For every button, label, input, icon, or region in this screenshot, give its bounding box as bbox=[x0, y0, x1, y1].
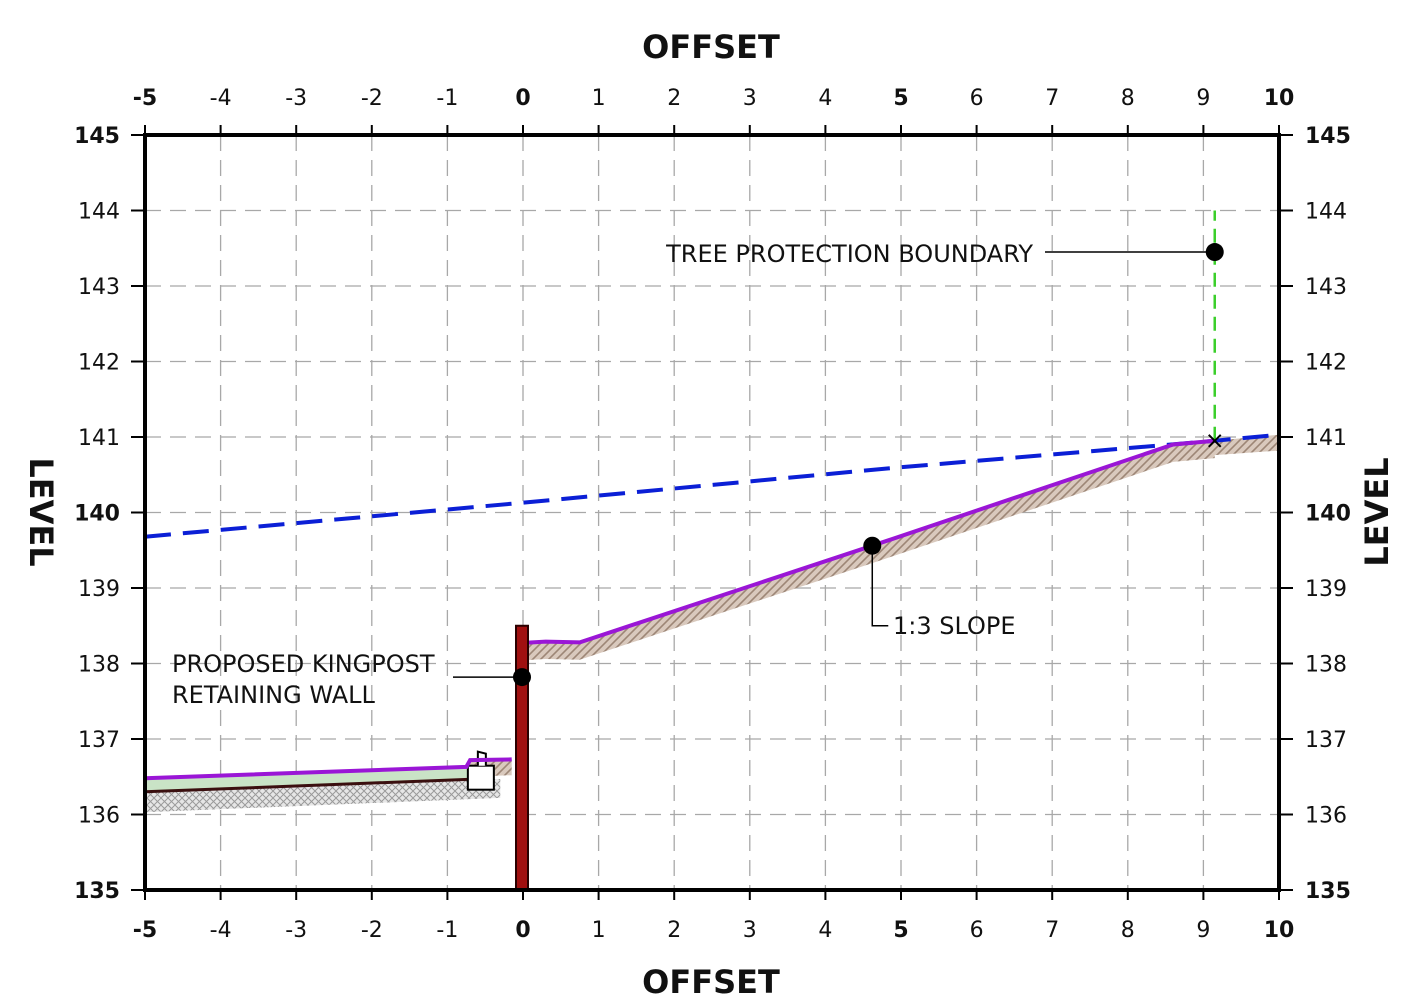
tree-protection-label: TREE PROTECTION BOUNDARY bbox=[665, 240, 1033, 268]
y-tick-label-left: 144 bbox=[78, 200, 120, 225]
grid-lines bbox=[145, 135, 1279, 890]
y-tick-label-right: 136 bbox=[1305, 804, 1347, 829]
y-axis-title-right: LEVEL bbox=[1358, 457, 1396, 566]
x-tick-label-bottom: 9 bbox=[1196, 918, 1210, 943]
x-tick-label-top: 5 bbox=[893, 86, 908, 111]
x-tick-label-top: 1 bbox=[592, 86, 606, 111]
x-tick-label-top: 8 bbox=[1121, 86, 1135, 111]
x-tick-label-top: 2 bbox=[667, 86, 681, 111]
x-tick-label-top: 4 bbox=[818, 86, 832, 111]
slope-dot bbox=[863, 536, 882, 555]
x-tick-label-top: -1 bbox=[436, 86, 458, 111]
x-tick-label-bottom: 4 bbox=[818, 918, 832, 943]
x-tick-label-top: 3 bbox=[743, 86, 757, 111]
x-tick-label-bottom: -5 bbox=[133, 918, 157, 943]
y-tick-label-right: 145 bbox=[1305, 124, 1351, 149]
ground-layers bbox=[144, 434, 1279, 813]
tick-labels: -5 -5 -4 -4 -3 -3 -2 -2 -1 -1 0 0 1 1 2 2 3 3 4 4 5 5 6 6 7 7 8 8 9 9… bbox=[74, 86, 1351, 943]
x-tick-label-top: 10 bbox=[1264, 86, 1295, 111]
grass-fill bbox=[145, 766, 478, 792]
formation-line bbox=[144, 777, 478, 794]
existing-ground-line bbox=[144, 432, 1280, 539]
x-axis-title-bottom: OFFSET bbox=[642, 963, 780, 1001]
y-tick-label-right: 143 bbox=[1305, 275, 1347, 300]
annotation-leaders bbox=[453, 243, 1224, 687]
y-axis-title-left: LEVEL bbox=[22, 457, 60, 566]
proposed-profile-lower bbox=[144, 757, 512, 781]
x-tick-label-top: -5 bbox=[133, 86, 157, 111]
x-tick-label-top: 6 bbox=[970, 86, 984, 111]
proposed-profile-upper bbox=[519, 438, 1215, 646]
y-tick-label-right: 137 bbox=[1305, 728, 1347, 753]
x-tick-label-bottom: 10 bbox=[1264, 918, 1295, 943]
x-tick-label-top: -3 bbox=[285, 86, 307, 111]
y-tick-label-left: 138 bbox=[78, 653, 120, 678]
section-lines bbox=[144, 210, 1280, 891]
y-tick-label-right: 144 bbox=[1305, 200, 1347, 225]
y-tick-label-right: 138 bbox=[1305, 653, 1347, 678]
x-tick-label-bottom: -2 bbox=[361, 918, 383, 943]
x-tick-label-bottom: -1 bbox=[436, 918, 458, 943]
x-tick-label-bottom: 8 bbox=[1121, 918, 1135, 943]
y-tick-label-left: 140 bbox=[74, 502, 120, 527]
kerb-detail bbox=[466, 764, 495, 791]
slope-leader bbox=[871, 545, 889, 627]
kingpost-label-line2: RETAINING WALL bbox=[172, 681, 376, 709]
y-tick-label-right: 140 bbox=[1305, 502, 1351, 527]
slope-label: 1:3 SLOPE bbox=[893, 612, 1016, 640]
kingpost-label-line1: PROPOSED KINGPOST bbox=[172, 650, 435, 678]
x-tick-label-top: -2 bbox=[361, 86, 383, 111]
y-tick-label-right: 139 bbox=[1305, 577, 1347, 602]
x-tick-label-top: 0 bbox=[515, 86, 530, 111]
y-tick-label-left: 136 bbox=[78, 804, 120, 829]
x-tick-label-bottom: -3 bbox=[285, 918, 307, 943]
subbase-hatch bbox=[145, 779, 501, 813]
x-tick-label-bottom: 6 bbox=[970, 918, 984, 943]
y-tick-label-left: 141 bbox=[78, 426, 120, 451]
x-tick-label-bottom: 0 bbox=[515, 918, 530, 943]
x-tick-label-top: -4 bbox=[210, 86, 232, 111]
y-tick-label-left: 142 bbox=[78, 351, 120, 376]
x-axis-title-top: OFFSET bbox=[642, 28, 780, 66]
y-tick-label-right: 135 bbox=[1305, 879, 1351, 904]
x-tick-label-bottom: 3 bbox=[743, 918, 757, 943]
kingpost-wall bbox=[515, 624, 529, 891]
y-tick-label-right: 141 bbox=[1305, 426, 1347, 451]
existing-ground-hatch bbox=[1173, 434, 1279, 459]
x-tick-label-bottom: -4 bbox=[210, 918, 232, 943]
y-tick-label-left: 139 bbox=[78, 577, 120, 602]
x-tick-label-bottom: 1 bbox=[592, 918, 606, 943]
y-tick-label-left: 143 bbox=[78, 275, 120, 300]
tree-boundary-marker bbox=[1208, 434, 1222, 448]
y-tick-label-left: 145 bbox=[74, 124, 120, 149]
x-tick-label-bottom: 7 bbox=[1045, 918, 1059, 943]
x-tick-label-top: 7 bbox=[1045, 86, 1059, 111]
y-tick-label-right: 142 bbox=[1305, 351, 1347, 376]
kingpost-dot bbox=[513, 668, 531, 687]
x-tick-label-top: 9 bbox=[1196, 86, 1210, 111]
y-tick-label-left: 135 bbox=[74, 879, 120, 904]
tree-protection-dot bbox=[1205, 243, 1224, 262]
y-tick-label-left: 137 bbox=[78, 728, 120, 753]
x-tick-label-bottom: 5 bbox=[893, 918, 908, 943]
annotations: TREE PROTECTION BOUNDARY 1:3 SLOPE PROPO… bbox=[172, 240, 1033, 709]
x-tick-label-bottom: 2 bbox=[667, 918, 681, 943]
